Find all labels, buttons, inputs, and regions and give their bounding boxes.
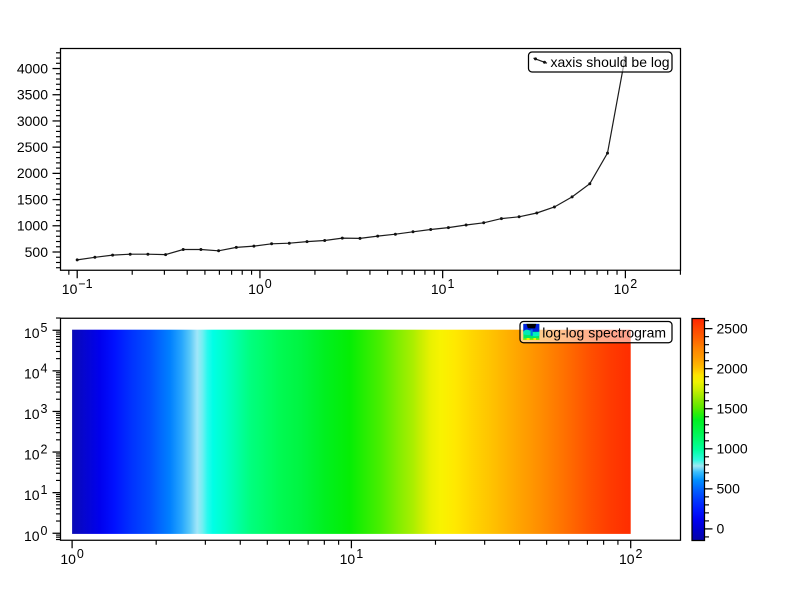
svg-text:1: 1: [41, 483, 48, 497]
svg-text:10: 10: [60, 551, 76, 567]
svg-text:4: 4: [41, 361, 48, 375]
svg-text:4000: 4000: [17, 60, 48, 76]
svg-text:0: 0: [717, 521, 725, 537]
svg-text:10: 10: [24, 447, 40, 463]
svg-text:0: 0: [265, 277, 272, 291]
svg-text:10: 10: [24, 406, 40, 422]
svg-text:0: 0: [41, 524, 48, 538]
svg-text:10: 10: [24, 528, 40, 544]
svg-text:10: 10: [619, 551, 635, 567]
svg-text:log-log spectrogram: log-log spectrogram: [542, 325, 666, 341]
svg-text:2000: 2000: [17, 165, 48, 181]
svg-text:5: 5: [41, 321, 48, 335]
svg-text:10: 10: [24, 365, 40, 381]
svg-text:3000: 3000: [17, 113, 48, 129]
svg-text:500: 500: [717, 481, 741, 497]
svg-text:10: 10: [248, 281, 264, 297]
svg-text:1: 1: [447, 277, 454, 291]
svg-text:2: 2: [41, 443, 48, 457]
svg-text:1500: 1500: [717, 401, 748, 417]
svg-text:10: 10: [62, 281, 78, 297]
svg-text:500: 500: [25, 244, 49, 260]
svg-text:3: 3: [41, 402, 48, 416]
svg-text:0: 0: [77, 547, 84, 561]
svg-text:10: 10: [340, 551, 356, 567]
svg-text:1500: 1500: [17, 191, 48, 207]
svg-text:10: 10: [24, 325, 40, 341]
svg-text:10: 10: [431, 281, 447, 297]
svg-text:2: 2: [630, 277, 637, 291]
svg-text:2500: 2500: [717, 320, 748, 336]
svg-text:2500: 2500: [17, 139, 48, 155]
svg-text:10: 10: [614, 281, 630, 297]
svg-text:1: 1: [356, 547, 363, 561]
svg-text:2000: 2000: [717, 361, 748, 377]
svg-text:10: 10: [24, 487, 40, 503]
svg-text:1000: 1000: [717, 441, 748, 457]
svg-text:xaxis should be log: xaxis should be log: [551, 54, 670, 70]
svg-text:−1: −1: [78, 277, 92, 291]
svg-text:1000: 1000: [17, 218, 48, 234]
svg-text:3500: 3500: [17, 87, 48, 103]
svg-text:2: 2: [636, 547, 643, 561]
